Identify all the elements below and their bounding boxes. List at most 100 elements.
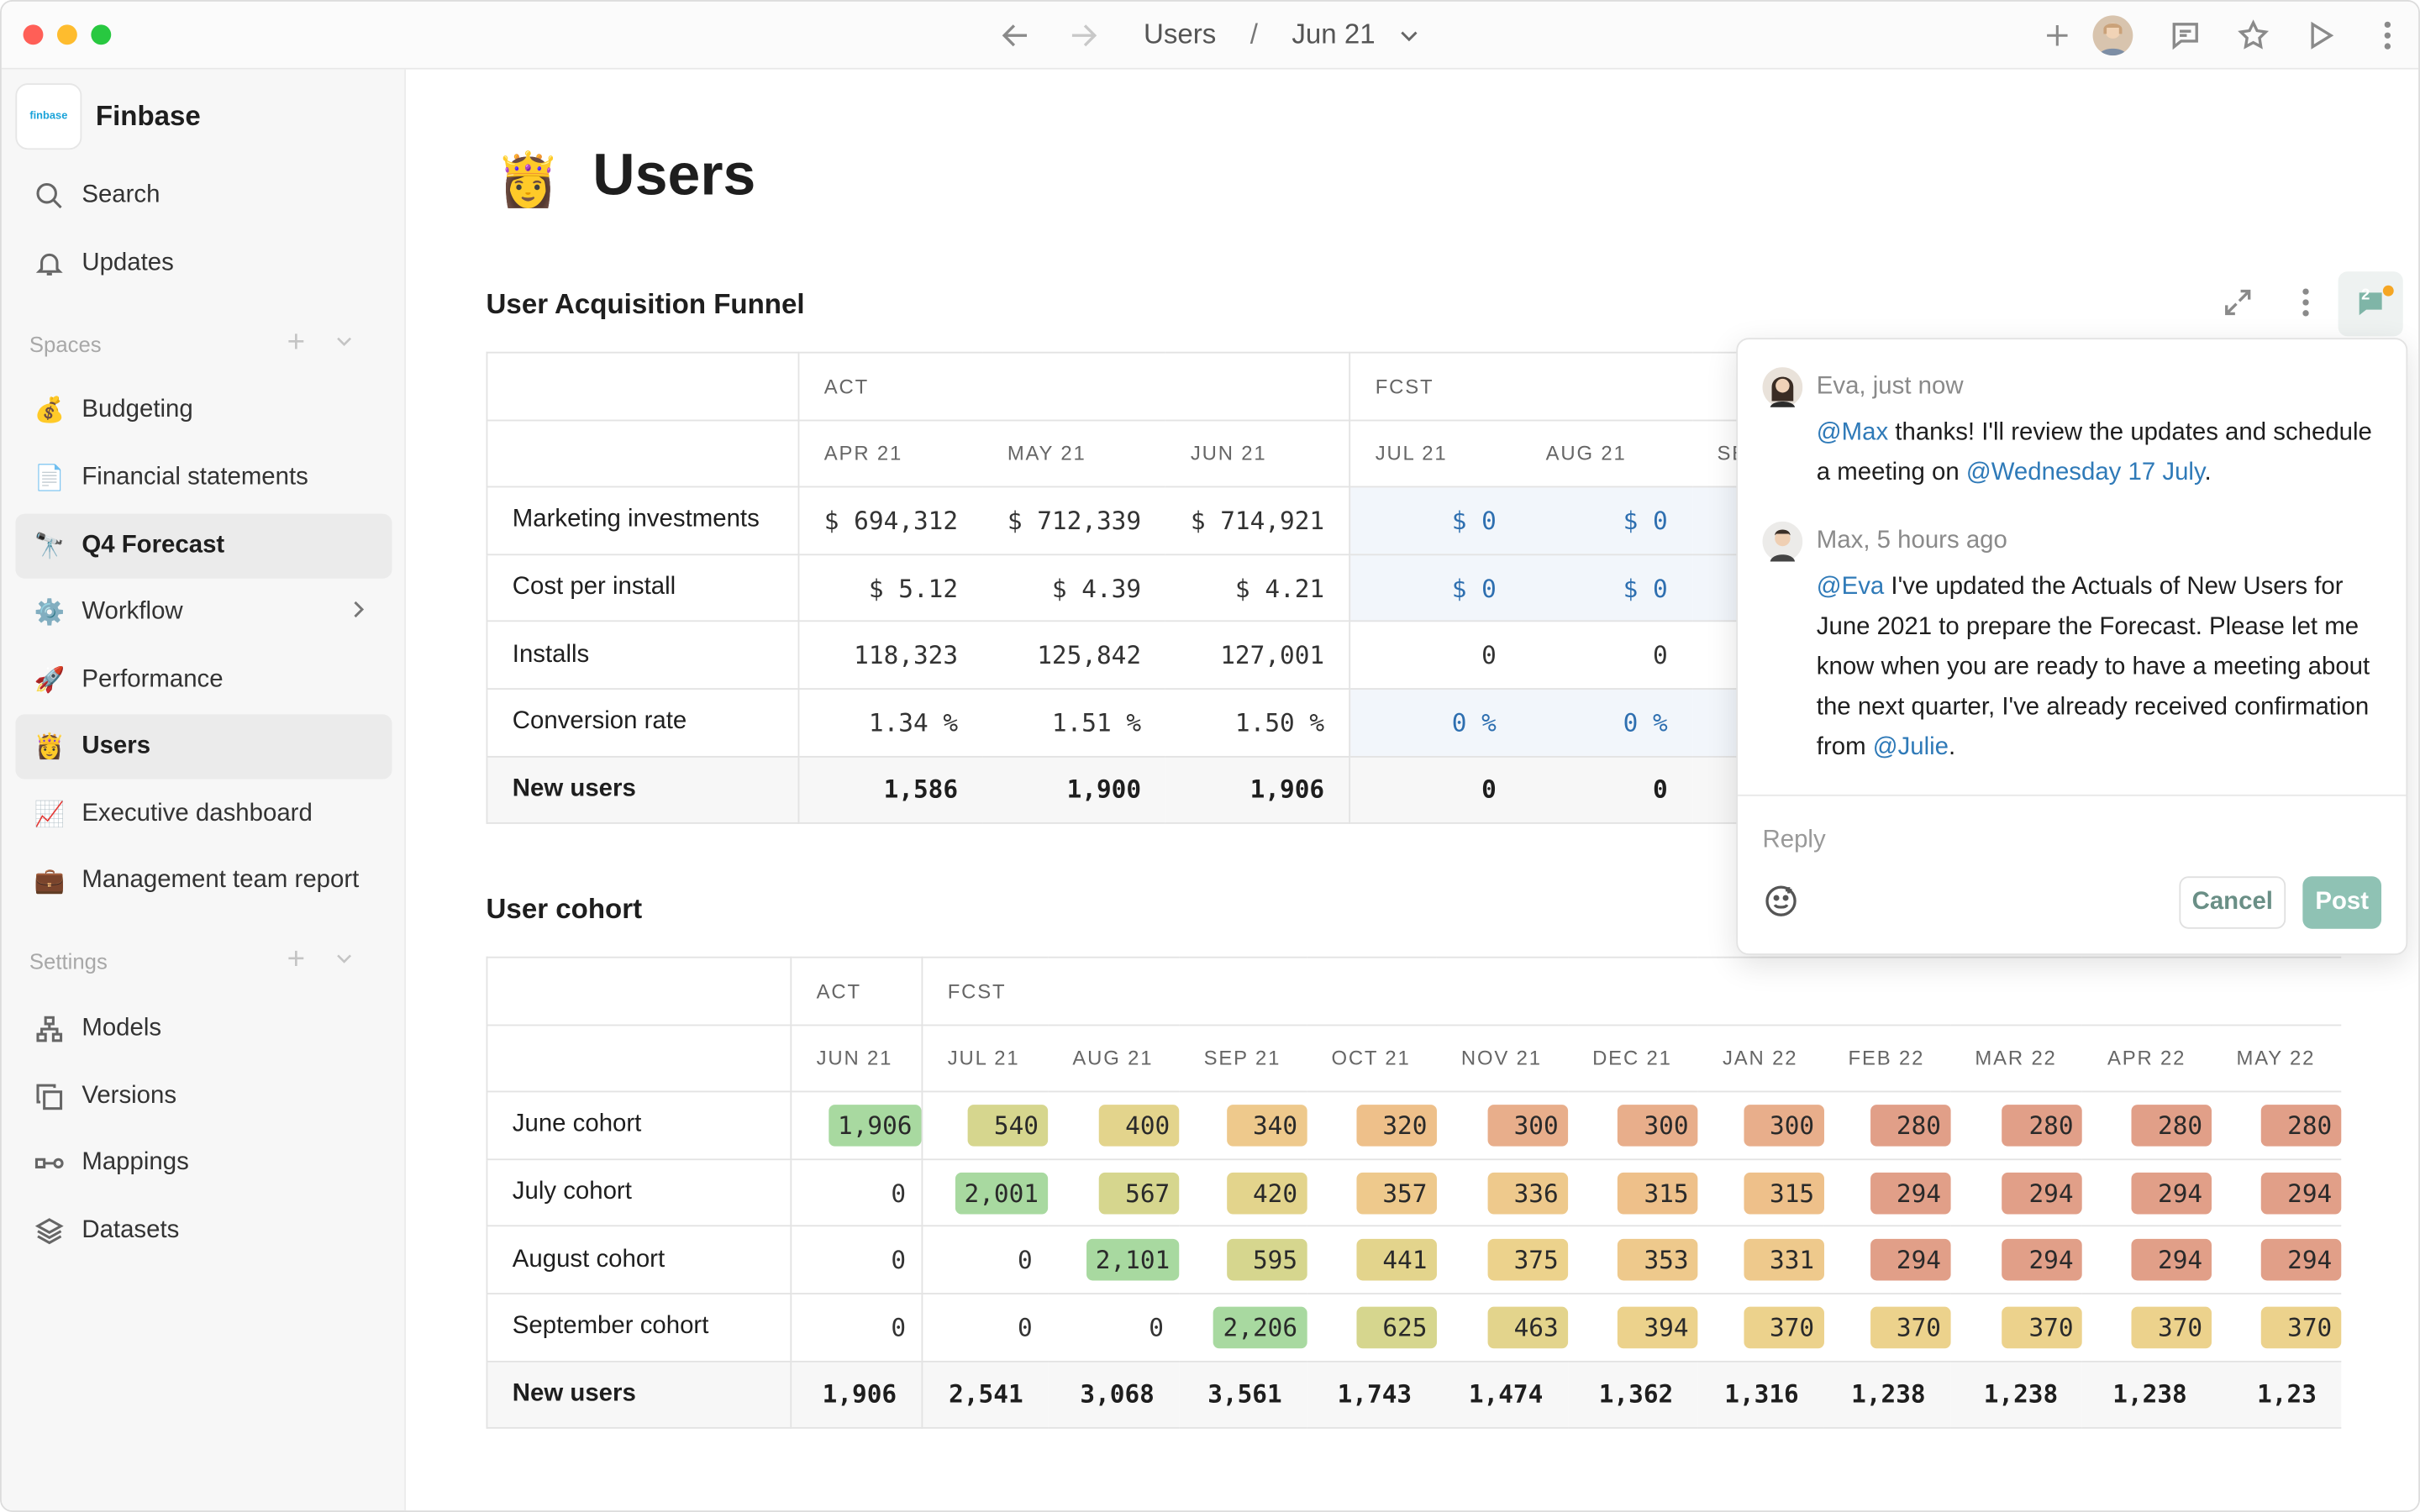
cohort-cell[interactable]: 353 <box>1567 1226 1698 1294</box>
cohort-cell[interactable]: 370 <box>2212 1293 2342 1362</box>
sidebar-item-mappings[interactable]: Mappings <box>15 1131 392 1195</box>
cohort-cell[interactable]: 540 <box>921 1090 1049 1160</box>
data-cell[interactable]: $ 4.39 <box>982 553 1166 622</box>
cohort-cell[interactable]: 280 <box>2082 1090 2212 1160</box>
cohort-cell[interactable]: 420 <box>1179 1158 1307 1227</box>
cohort-cell[interactable]: 0 <box>921 1293 1049 1362</box>
cohort-cell[interactable]: 280 <box>1823 1090 1951 1160</box>
data-cell[interactable]: $ 4.21 <box>1165 553 1351 622</box>
forecast-cell[interactable]: $ 0 <box>1349 553 1522 622</box>
cohort-cell[interactable]: 331 <box>1697 1226 1824 1294</box>
cohort-cell[interactable]: 0 <box>790 1158 923 1227</box>
total-cell[interactable]: 2,541 <box>921 1360 1049 1430</box>
data-cell[interactable]: 1.34 % <box>797 688 983 758</box>
cohort-cell[interactable]: 280 <box>2212 1090 2342 1160</box>
data-cell[interactable]: $ 5.12 <box>797 553 983 622</box>
cohort-cell[interactable]: 280 <box>1950 1090 2083 1160</box>
mention-link[interactable]: @Wednesday 17 July <box>1965 459 2205 486</box>
expand-icon[interactable] <box>2221 286 2254 319</box>
total-cell[interactable]: 0 <box>1349 755 1522 825</box>
more-vertical-icon[interactable] <box>2302 287 2311 318</box>
cohort-cell[interactable]: 370 <box>1697 1293 1824 1362</box>
cohort-cell[interactable]: 320 <box>1307 1090 1437 1160</box>
play-icon[interactable] <box>2302 17 2338 54</box>
data-cell[interactable]: $ 714,921 <box>1165 486 1351 555</box>
sidebar-item-workflow[interactable]: ⚙️ Workflow <box>15 580 392 645</box>
cohort-cell[interactable]: 294 <box>2082 1226 2212 1294</box>
collapse-spaces-icon[interactable] <box>333 326 355 361</box>
cohort-cell[interactable]: 0 <box>1048 1293 1180 1362</box>
data-cell[interactable]: $ 712,339 <box>982 486 1166 555</box>
cohort-cell[interactable]: 300 <box>1436 1090 1568 1160</box>
total-cell[interactable]: 1,23 <box>2212 1360 2342 1430</box>
cohort-cell[interactable]: 370 <box>1823 1293 1951 1362</box>
emoji-picker-icon[interactable] <box>1763 883 1800 920</box>
total-cell[interactable]: 1,586 <box>797 755 983 825</box>
cohort-cell[interactable]: 370 <box>2082 1293 2212 1362</box>
forecast-cell[interactable]: $ 0 <box>1349 486 1522 555</box>
sidebar-item-updates[interactable]: Updates <box>15 232 392 297</box>
cohort-cell[interactable]: 300 <box>1567 1090 1698 1160</box>
sidebar-item-budgeting[interactable]: 💰 Budgeting <box>15 378 392 443</box>
cohort-cell[interactable]: 0 <box>790 1293 923 1362</box>
total-cell[interactable]: 1,900 <box>982 755 1166 825</box>
cohort-cell[interactable]: 625 <box>1307 1293 1437 1362</box>
workspace-switcher[interactable]: finbase Finbase <box>15 83 201 150</box>
cohort-cell[interactable]: 357 <box>1307 1158 1437 1227</box>
sidebar-item-management-team-report[interactable]: 💼 Management team report <box>15 848 392 913</box>
total-cell[interactable]: 1,362 <box>1567 1360 1698 1430</box>
forward-arrow-icon[interactable] <box>1065 17 1102 54</box>
cohort-cell[interactable]: 315 <box>1567 1158 1698 1227</box>
cancel-button[interactable]: Cancel <box>2179 876 2286 929</box>
data-cell[interactable]: 1.50 % <box>1165 688 1351 758</box>
page-icon[interactable]: 👸 <box>495 150 561 210</box>
cohort-cell[interactable]: 394 <box>1567 1293 1698 1362</box>
minimize-window-button[interactable] <box>56 24 77 45</box>
data-cell[interactable]: $ 694,312 <box>797 486 983 555</box>
cohort-cell[interactable]: 294 <box>1950 1226 2083 1294</box>
reply-input[interactable]: Reply <box>1762 827 1826 853</box>
sidebar-item-executive-dashboard[interactable]: 📈 Executive dashboard <box>15 782 392 847</box>
total-cell[interactable]: 1,474 <box>1436 1360 1568 1430</box>
breadcrumb-page[interactable]: Users <box>1143 18 1217 50</box>
cohort-cell[interactable]: 336 <box>1436 1158 1568 1227</box>
total-cell[interactable]: 1,238 <box>1950 1360 2083 1430</box>
total-cell[interactable]: 3,068 <box>1048 1360 1180 1430</box>
cohort-cell[interactable]: 463 <box>1436 1293 1568 1362</box>
sidebar-item-search[interactable]: Search <box>15 164 392 228</box>
sidebar-item-users[interactable]: 👸 Users <box>15 714 392 780</box>
sidebar-item-q4-forecast[interactable]: 🔭 Q4 Forecast <box>15 513 392 579</box>
data-cell[interactable]: 1.51 % <box>982 688 1166 758</box>
chevron-down-icon[interactable] <box>1397 23 1421 47</box>
total-cell[interactable]: 0 <box>1521 755 1693 825</box>
cohort-cell[interactable]: 294 <box>1950 1158 2083 1227</box>
data-cell[interactable]: 127,001 <box>1165 621 1351 690</box>
data-cell[interactable]: 118,323 <box>797 621 983 690</box>
back-arrow-icon[interactable] <box>997 17 1034 54</box>
add-space-icon[interactable]: + <box>287 325 306 360</box>
cohort-cell[interactable]: 294 <box>1823 1226 1951 1294</box>
cohort-cell[interactable]: 315 <box>1697 1158 1824 1227</box>
avatar[interactable] <box>1762 521 1803 562</box>
collapse-settings-icon[interactable] <box>333 942 355 978</box>
cohort-cell[interactable]: 595 <box>1179 1226 1307 1294</box>
mention-link[interactable]: @Max <box>1816 419 1889 446</box>
add-setting-icon[interactable]: + <box>287 942 306 977</box>
total-cell[interactable]: 1,238 <box>1823 1360 1951 1430</box>
cohort-cell[interactable]: 567 <box>1048 1158 1180 1227</box>
avatar[interactable] <box>1762 367 1803 407</box>
sidebar-item-versions[interactable]: Versions <box>15 1064 392 1129</box>
sidebar-item-models[interactable]: Models <box>15 997 392 1062</box>
forecast-cell[interactable]: $ 0 <box>1521 486 1693 555</box>
cohort-cell[interactable]: 400 <box>1048 1090 1180 1160</box>
post-button[interactable]: Post <box>2302 876 2382 929</box>
total-cell[interactable]: 1,743 <box>1307 1360 1437 1430</box>
cohort-cell[interactable]: 375 <box>1436 1226 1568 1294</box>
chevron-right-icon[interactable] <box>345 597 370 630</box>
forecast-cell[interactable]: 0 % <box>1349 688 1522 758</box>
add-icon[interactable] <box>2039 17 2075 54</box>
cohort-cell[interactable]: 370 <box>1950 1293 2083 1362</box>
cohort-cell[interactable]: 2,206 <box>1179 1293 1307 1362</box>
forecast-cell[interactable]: 0 <box>1521 621 1693 690</box>
cohort-cell[interactable]: 300 <box>1697 1090 1824 1160</box>
